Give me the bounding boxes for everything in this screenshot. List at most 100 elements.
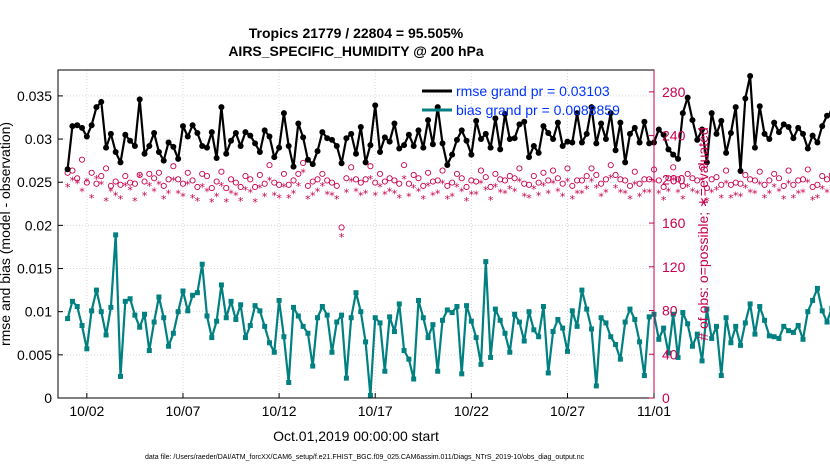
obs-possible-point [88, 169, 95, 176]
bias-point [459, 371, 465, 377]
obs-possible-point [386, 175, 393, 182]
rmse-point [88, 122, 95, 129]
rmse-point [487, 144, 494, 151]
obs-possible-point [439, 167, 446, 174]
rmse-point [112, 149, 119, 155]
bias-point [637, 339, 643, 345]
obs-evaluated-point: * [666, 185, 672, 198]
bias-point [117, 373, 123, 379]
rmse-point [694, 136, 701, 143]
obs-evaluated-point: * [411, 182, 417, 195]
obs-evaluated-point: * [228, 187, 234, 200]
obs-possible-point [444, 182, 451, 189]
obs-evaluated-point: * [632, 179, 638, 192]
obs-possible-point [598, 180, 605, 187]
x-tick-label: 10/07 [165, 403, 200, 419]
obs-evaluated-point: * [214, 191, 220, 204]
bias-point [627, 306, 633, 312]
obs-evaluated-point: * [118, 193, 124, 206]
rmse-point [386, 138, 393, 145]
obs-evaluated-point: * [185, 179, 191, 192]
rmse-point [232, 130, 239, 137]
obs-evaluated-point: * [594, 182, 600, 195]
rmse-point [482, 130, 489, 137]
rmse-point [670, 151, 677, 158]
obs-possible-point [74, 175, 81, 182]
bias-point [387, 314, 393, 320]
rmse-point [285, 142, 292, 149]
obs-evaluated-point: * [248, 186, 254, 199]
obs-evaluated-point: * [180, 191, 186, 204]
obs-evaluated-point: * [521, 191, 527, 204]
obs-possible-point [425, 169, 432, 176]
obs-evaluated-point: * [747, 186, 753, 199]
bias-point [281, 334, 287, 340]
obs-possible-point [631, 168, 638, 175]
obs-evaluated-point: * [401, 173, 407, 186]
obs-possible-point [151, 175, 158, 182]
obs-possible-point [458, 175, 465, 182]
obs-evaluated-point: * [627, 193, 633, 206]
bias-point [185, 308, 191, 314]
obs-evaluated-point: * [79, 185, 85, 198]
obs-evaluated-point: * [397, 192, 403, 205]
rmse-point [151, 130, 158, 137]
obs-possible-point [122, 173, 129, 180]
rmse-point [410, 142, 417, 149]
bias-point [84, 346, 90, 352]
bias-point [656, 336, 662, 342]
obs-possible-point [300, 159, 307, 166]
bias-point [488, 354, 494, 360]
obs-possible-point [247, 176, 254, 183]
obs-evaluated-point: * [315, 185, 321, 198]
obs-evaluated-point: * [536, 190, 542, 203]
rmse-point [362, 159, 369, 166]
rmse-point [535, 149, 542, 156]
rmse-point [261, 127, 268, 134]
bias-point [603, 320, 609, 326]
bias-point [728, 340, 734, 346]
obs-evaluated-point: * [675, 186, 681, 199]
rmse-point [218, 104, 225, 111]
obs-evaluated-point: * [603, 186, 609, 199]
rmse-point [732, 104, 739, 111]
rmse-point [713, 130, 720, 137]
obs-evaluated-point: * [238, 195, 244, 208]
rmse-point [405, 131, 412, 138]
obs-evaluated-point: * [618, 186, 624, 199]
rmse-point [324, 135, 331, 142]
obs-possible-point [564, 165, 571, 172]
bias-point [800, 336, 806, 342]
bias-point [348, 315, 354, 321]
y-tick-label: 0.02 [25, 217, 52, 233]
rmse-point [540, 123, 547, 130]
bias-point [531, 327, 537, 333]
rmse-point [290, 163, 297, 170]
obs-possible-point [679, 182, 686, 189]
obs-evaluated-point: * [147, 180, 153, 193]
y-tick-label: 0.01 [25, 304, 52, 320]
obs-possible-point [525, 181, 533, 188]
obs-possible-point [372, 179, 379, 186]
rmse-point [146, 142, 153, 149]
obs-evaluated-point: * [204, 185, 210, 198]
rmse-point [208, 129, 215, 136]
rmse-point [761, 130, 768, 137]
bias-point [391, 329, 397, 335]
obs-possible-point [766, 177, 773, 184]
bias-point [574, 323, 580, 329]
bias-point [564, 348, 570, 354]
bias-point [79, 322, 85, 328]
obs-evaluated-point: * [478, 178, 484, 191]
rmse-series [64, 73, 830, 174]
obs-possible-point [175, 176, 182, 183]
obs-possible-point [689, 175, 696, 182]
x-tick-label: 10/27 [550, 403, 585, 419]
obs-possible-point [218, 168, 225, 175]
rmse-point [213, 155, 220, 162]
bias-point [377, 320, 383, 326]
obs-possible-point [93, 180, 100, 187]
obs-evaluated-point: * [291, 187, 297, 200]
bias-point [358, 309, 364, 315]
rmse-point [79, 124, 86, 131]
